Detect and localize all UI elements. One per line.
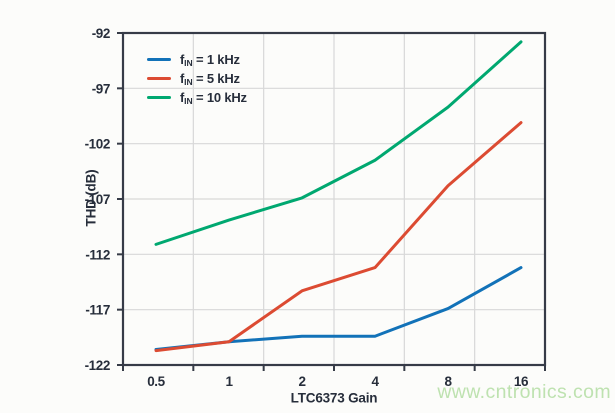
legend-item-1khz: fIN = 1 kHz: [147, 52, 247, 68]
plot-border: [121, 31, 547, 367]
legend-sub: IN: [184, 57, 193, 68]
legend: fIN = 1 kHz fIN = 5 kHz fIN = 10 kHz: [147, 52, 247, 106]
x-tick-label: 1: [225, 374, 233, 389]
legend-sub: IN: [184, 76, 193, 87]
legend-f: f: [180, 51, 185, 67]
legend-rest: = 5 kHz: [192, 70, 240, 86]
legend-item-10khz: fIN = 10 kHz: [147, 90, 247, 106]
y-tick-label: -117: [85, 303, 110, 318]
legend-item-5khz: fIN = 5 kHz: [147, 71, 247, 87]
legend-label-1khz: fIN = 1 kHz: [180, 52, 240, 68]
legend-f: f: [180, 70, 185, 86]
y-tick-label: -92: [92, 26, 110, 41]
x-tick-label: 2: [298, 374, 305, 389]
watermark-text: www.cntronics.com: [437, 381, 611, 403]
legend-label-5khz: fIN = 5 kHz: [180, 71, 240, 87]
legend-rest: = 1 kHz: [192, 51, 240, 67]
legend-label-10khz: fIN = 10 kHz: [180, 90, 247, 106]
series-line-2: [154, 40, 523, 246]
legend-swatch-red: [147, 77, 171, 80]
y-tick-label: -112: [85, 247, 110, 262]
x-tick-label: 0.5: [147, 374, 165, 389]
y-tick-label: -107: [85, 192, 110, 207]
legend-swatch-green: [147, 96, 171, 99]
x-tick-label: 16: [514, 374, 529, 389]
x-tick-label: 4: [371, 374, 379, 389]
x-axis-title: LTC6373 Gain: [290, 390, 378, 406]
legend-sub: IN: [184, 95, 193, 106]
legend-f: f: [180, 89, 185, 105]
x-tick-label: 8: [444, 374, 452, 389]
y-axis-title: THD (dB): [83, 169, 99, 227]
legend-swatch-blue: [147, 58, 171, 61]
y-tick-label: -97: [92, 81, 110, 96]
y-tick-label: -102: [85, 137, 110, 152]
series-line-1: [154, 121, 523, 353]
legend-rest: = 10 kHz: [192, 89, 247, 105]
y-tick-label: -122: [85, 358, 110, 373]
